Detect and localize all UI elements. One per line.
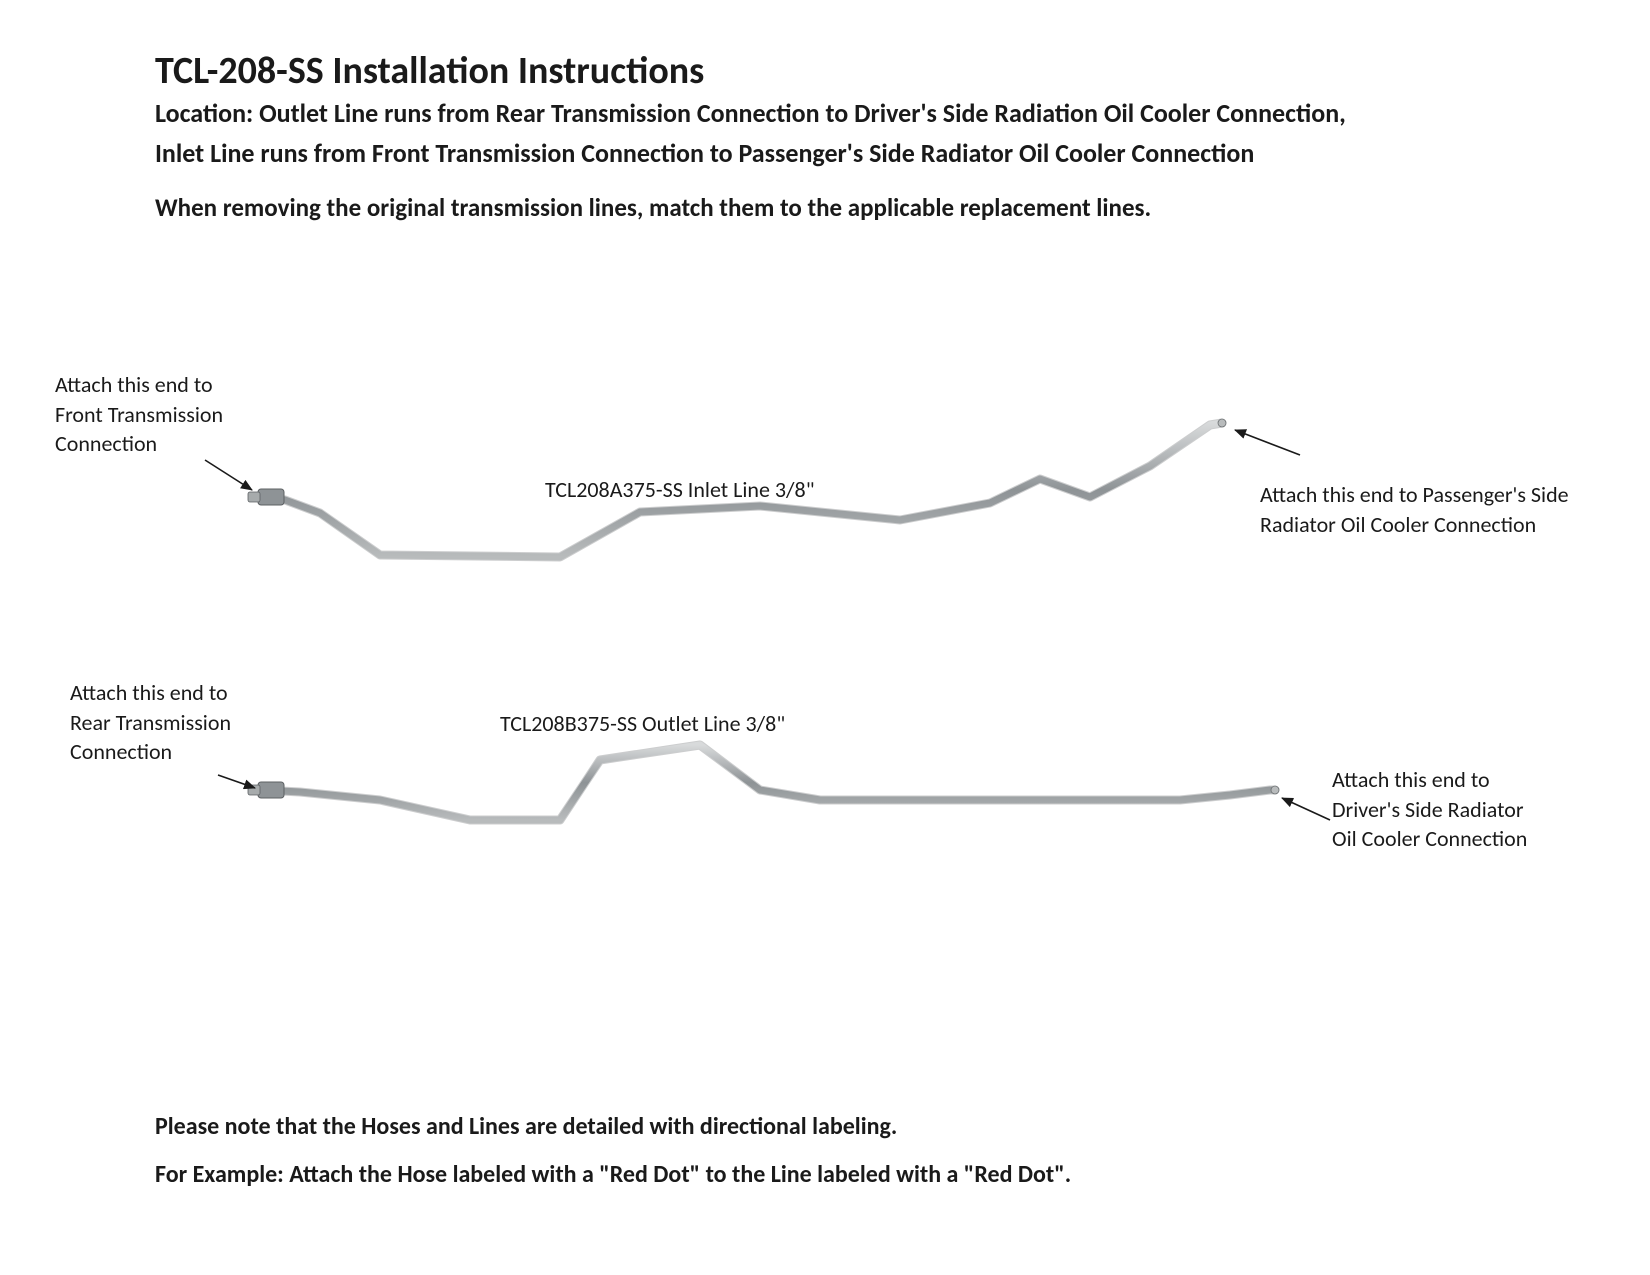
outlet-left-arrow [218,775,255,788]
outlet-part-label: TCL208B375-SS Outlet Line 3/8" [500,709,785,739]
inlet-right-end [1218,419,1226,427]
location-line-1: Location: Outlet Line runs from Rear Tra… [155,97,1346,129]
inlet-fitting [248,489,284,505]
inlet-left-label: Attach this end to Front Transmission Co… [55,370,223,459]
location-line-2: Inlet Line runs from Front Transmission … [155,137,1254,169]
outlet-right-arrow [1282,798,1330,820]
outlet-tube [248,745,1279,820]
inlet-right-label: Attach this end to Passenger's Side Radi… [1260,480,1569,539]
outlet-fitting [248,782,284,798]
inlet-part-label: TCL208A375-SS Inlet Line 3/8" [545,475,815,505]
outlet-tube-body [262,745,1275,820]
inlet-left-arrow [205,460,252,490]
inlet-right-arrow [1235,430,1300,455]
outlet-left-label: Attach this end to Rear Transmission Con… [70,678,231,767]
page-title: TCL-208-SS Installation Instructions [155,48,704,94]
removal-note: When removing the original transmission … [155,192,1151,223]
footer-note-2: For Example: Attach the Hose labeled wit… [155,1160,1071,1189]
outlet-right-label: Attach this end to Driver's Side Radiato… [1332,765,1527,854]
outlet-right-end [1271,786,1279,794]
footer-note-1: Please note that the Hoses and Lines are… [155,1112,897,1141]
outlet-tube-shadow [262,745,1275,820]
